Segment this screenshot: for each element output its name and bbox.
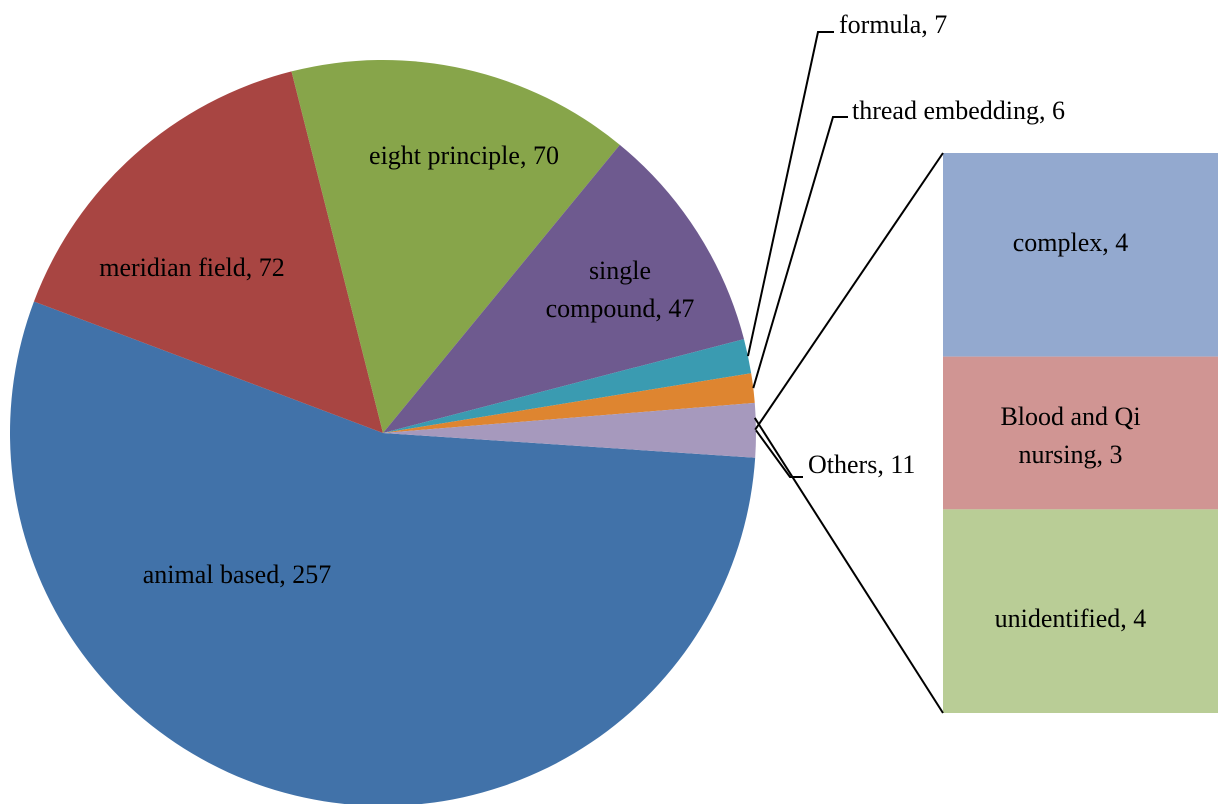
- bar-segment: [943, 153, 1218, 357]
- data-label: eight principle, 70: [369, 141, 559, 170]
- leader-line: [752, 116, 848, 389]
- data-label: animal based, 257: [143, 560, 331, 589]
- data-label: complex, 4: [1013, 228, 1129, 257]
- connector-line: [754, 152, 944, 431]
- leader-line: [747, 31, 834, 357]
- pie-slice: [383, 373, 755, 433]
- data-label: formula, 7: [839, 10, 947, 39]
- data-label: Others, 11: [808, 450, 915, 479]
- pie-slice: [291, 60, 620, 433]
- data-label: single compound, 47: [546, 256, 695, 323]
- pie-slice: [383, 402, 756, 458]
- pie-slice: [383, 339, 752, 433]
- bar-segment: [943, 509, 1218, 713]
- data-label: meridian field, 72: [99, 253, 285, 282]
- data-label: Blood and Qi nursing, 3: [1000, 402, 1140, 469]
- leader-line: [755, 429, 803, 478]
- bar-segment: [943, 356, 1218, 510]
- pie-slice: [33, 71, 384, 433]
- pie-slice: [383, 144, 744, 433]
- data-label: unidentified, 4: [995, 604, 1147, 633]
- connector-line: [753, 417, 944, 714]
- pie-slice: [10, 301, 756, 804]
- data-label: thread embedding, 6: [852, 96, 1065, 125]
